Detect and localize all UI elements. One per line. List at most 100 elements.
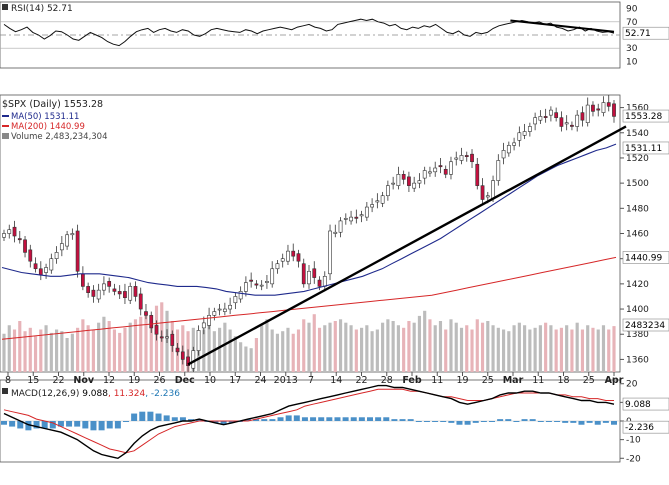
volume-bar <box>459 327 464 372</box>
ma200-value-tag-box <box>622 251 669 264</box>
macd-histogram-bar <box>529 419 536 421</box>
volume-bar <box>523 325 527 372</box>
price-close-tag-box <box>622 109 669 123</box>
macd-histogram-bar <box>90 421 97 431</box>
candle-body <box>196 330 201 351</box>
macd-histogram-bar <box>131 413 138 421</box>
macd-histogram-bar <box>49 421 56 429</box>
candle-body <box>217 308 222 311</box>
volume-bar <box>438 321 443 372</box>
candle-body <box>17 238 22 241</box>
macd-histogram-bar <box>245 419 251 421</box>
volume-bar <box>596 329 600 372</box>
macd-histogram-bar <box>139 411 146 421</box>
macd-histogram-bar <box>423 421 430 422</box>
macd-histogram-bar <box>594 421 601 425</box>
volume-bar <box>501 329 506 372</box>
macd-legend-value: 9.088 <box>82 389 108 399</box>
macd-histogram-bar <box>521 419 528 421</box>
macd-histogram-bar <box>318 417 325 421</box>
macd-histogram-bar <box>123 421 129 422</box>
candle-body <box>249 279 254 282</box>
volume-bar <box>70 333 74 372</box>
volume-bar <box>12 329 17 372</box>
volume-bar <box>317 327 322 372</box>
candle-body <box>149 315 154 329</box>
volume-bar <box>396 325 400 372</box>
volume-bar <box>39 329 43 372</box>
candle-body <box>238 291 243 300</box>
candle-body <box>538 116 543 121</box>
candle-body <box>585 104 590 123</box>
x-tick-label: 14 <box>330 375 342 386</box>
volume-bar <box>475 319 479 372</box>
price-ytick-label: 1480 <box>626 204 649 214</box>
volume-bar <box>55 329 59 372</box>
rsi-line <box>3 18 615 47</box>
volume-bar <box>128 322 132 372</box>
volume-bar <box>307 322 311 372</box>
candle-body <box>286 250 290 262</box>
macd-histogram-bar <box>497 419 504 421</box>
ma50-legend-label: MA(50) 1531.11 <box>11 112 79 122</box>
x-tick-label: Dec <box>175 375 195 386</box>
volume-bar <box>491 325 495 372</box>
candle-body <box>349 216 353 222</box>
macd-histogram-bar <box>114 421 121 429</box>
candle-body <box>391 182 396 185</box>
price-ytick-label: 1560 <box>626 104 649 114</box>
candle-body <box>354 216 359 219</box>
candle-body <box>480 185 485 200</box>
candle-body <box>96 289 101 300</box>
rsi-legend-swatch <box>2 4 8 10</box>
volume-bar <box>575 322 579 372</box>
volume-bar <box>312 314 316 372</box>
candle-body <box>601 102 606 113</box>
volume-bar <box>391 321 395 372</box>
volume-bar <box>207 325 211 372</box>
rsi-ytick-label: 30 <box>626 44 638 54</box>
candle-body <box>606 102 611 107</box>
macd-histogram-bar <box>358 417 365 421</box>
macd-signal-line <box>3 388 614 454</box>
volume-bar <box>433 325 437 372</box>
macd-ytick-label: -20 <box>626 454 641 464</box>
macd-histogram-bar <box>432 421 439 422</box>
volume-bar <box>328 322 332 372</box>
macd-histogram-bar <box>489 421 495 422</box>
volume-bar <box>239 342 243 372</box>
macd-histogram-bar <box>570 421 577 423</box>
candle-body <box>291 250 296 257</box>
volume-bar <box>454 322 458 372</box>
candle-body <box>506 145 511 154</box>
volume-bar <box>333 321 337 372</box>
candle-body <box>222 308 227 312</box>
macd-histogram-bar <box>147 411 154 421</box>
macd-histogram-bar <box>269 419 276 421</box>
candle-body <box>317 279 322 287</box>
candle-body <box>233 296 238 304</box>
x-tick-label: Feb <box>402 375 422 386</box>
macd-histogram-bar <box>228 421 235 423</box>
candle-body <box>259 284 264 287</box>
candle-body <box>475 163 480 186</box>
volume-bar <box>365 325 369 372</box>
candle-body <box>549 109 553 116</box>
volume-bar <box>586 325 590 372</box>
volume-bar <box>265 319 269 372</box>
macd-legend-label: MACD(12,26,9) 9.088, 11.324, -2.236 <box>11 389 180 399</box>
macd-histogram-bar <box>350 417 357 421</box>
candle-body <box>91 289 96 297</box>
macd-histogram-bar <box>66 421 73 427</box>
volume-bar <box>338 319 343 372</box>
macd-histogram-bar <box>301 417 308 421</box>
ma200-value-tag: 1440.99 <box>625 253 662 263</box>
candle-body <box>401 174 406 180</box>
candle-body <box>154 325 159 335</box>
candle-body <box>517 132 522 141</box>
rsi-value-tag: 52.71 <box>625 29 651 39</box>
candle-body <box>70 233 75 236</box>
x-tick-label: Nov <box>73 375 94 386</box>
candle-body <box>186 356 190 367</box>
